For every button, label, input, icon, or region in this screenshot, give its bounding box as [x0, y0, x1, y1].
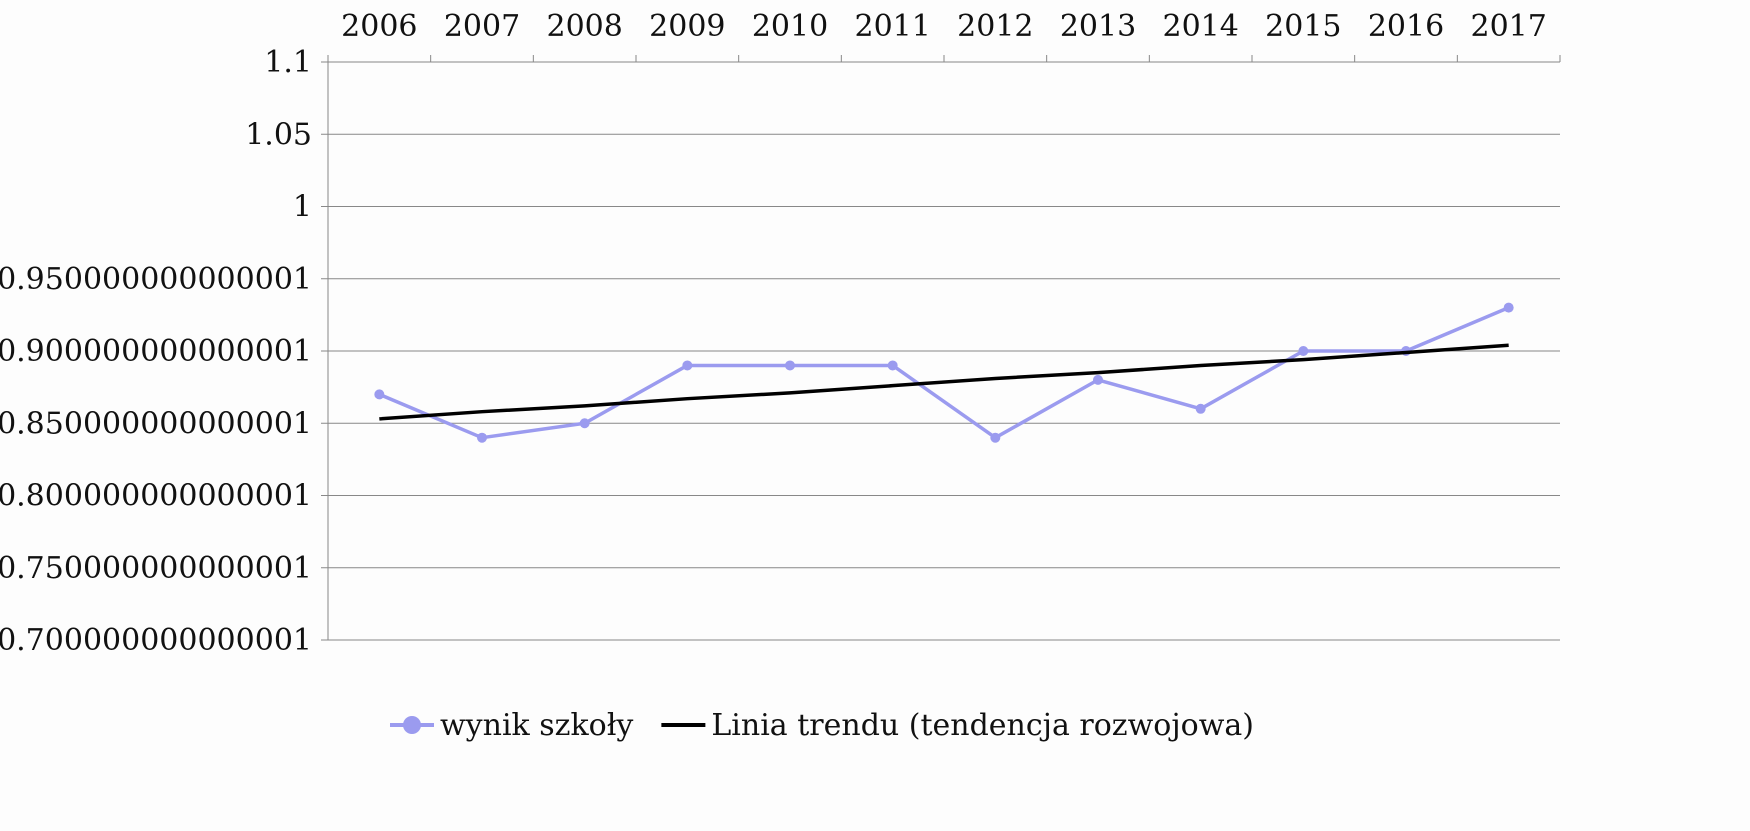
y-tick-label: 0.900000000000001	[0, 334, 312, 369]
x-tick-label: 2017	[1470, 9, 1546, 44]
data-point	[579, 418, 590, 429]
x-tick-label: 2016	[1368, 9, 1444, 44]
x-tick-label: 2007	[444, 9, 520, 44]
x-tick-label: 2013	[1060, 9, 1136, 44]
data-point	[1298, 346, 1309, 356]
y-tick-label: 0.800000000000001	[0, 479, 312, 514]
x-tick-label: 2014	[1162, 9, 1238, 44]
data-point	[887, 360, 898, 371]
data-point	[1503, 302, 1514, 313]
x-tick-label: 2009	[649, 9, 725, 44]
data-point	[682, 360, 693, 371]
data-point	[1195, 403, 1206, 414]
data-point	[990, 432, 1001, 443]
x-tick-label: 2006	[341, 9, 417, 44]
trend-line	[379, 343, 1509, 421]
data-point	[785, 360, 795, 371]
x-tick-label: 2008	[546, 9, 622, 44]
y-tick-label: 1	[293, 190, 312, 225]
x-tick-label: 2011	[854, 9, 930, 44]
y-tick-label: 0.750000000000001	[0, 551, 312, 586]
data-point	[477, 432, 487, 443]
x-tick-label: 2010	[752, 9, 828, 44]
y-tick-label: 1.1	[264, 45, 312, 80]
data-point	[1093, 374, 1103, 385]
legend-label: Linia trendu (tendencja rozwojowa)	[711, 708, 1254, 743]
y-tick-label: 1.05	[245, 117, 312, 152]
y-tick-label: 0.700000000000001	[0, 623, 312, 658]
x-tick-label: 2012	[957, 9, 1033, 44]
x-tick-label: 2015	[1265, 9, 1341, 44]
legend-label: wynik szkoły	[440, 708, 633, 743]
y-tick-label: 0.850000000000001	[0, 406, 312, 441]
legend-marker	[403, 716, 421, 734]
y-tick-label: 0.950000000000001	[0, 262, 312, 297]
data-line	[378, 306, 1510, 440]
data-point	[374, 389, 385, 400]
